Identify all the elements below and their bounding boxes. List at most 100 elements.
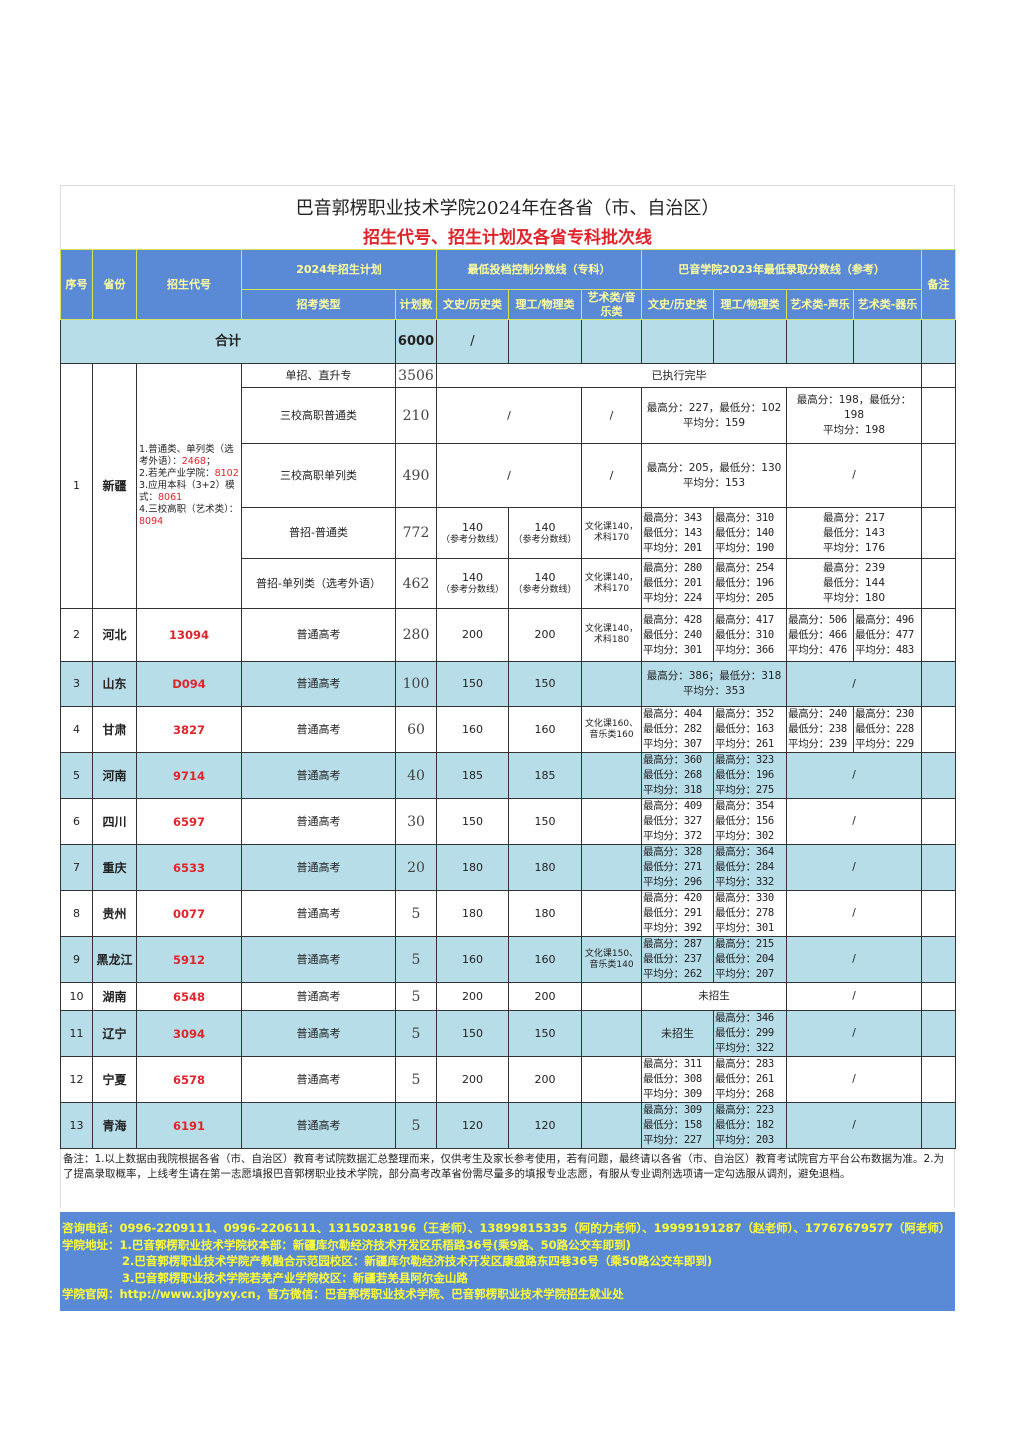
- notes: 备注：1.以上数据由我院根据各省（市、自治区）教育考试院数据汇总整理而来，仅供考…: [60, 1149, 955, 1208]
- min-score-art: [580, 890, 643, 937]
- remark-cell: [921, 558, 957, 609]
- header-remark: 备注: [921, 249, 957, 320]
- header-plan: 计划数: [395, 289, 437, 320]
- address-1: 学院地址：1.巴音郭楞职业技术学院校本部：新疆库尔勒经济技术开发区乐梧路36号(…: [62, 1237, 631, 1252]
- min-score-li: 180: [508, 844, 582, 891]
- min-score-art: [580, 798, 643, 845]
- enrollment-code: 8094: [139, 516, 164, 527]
- score-art: /: [786, 890, 923, 937]
- score-art: /: [786, 798, 923, 845]
- enrollment-code: 5912: [136, 936, 242, 983]
- min-score-wen: 150: [436, 661, 509, 707]
- header-s-sheng: 艺术类-声乐: [786, 289, 855, 320]
- code-list-item: 2.若羌产业学院：8102: [139, 468, 239, 480]
- score-art: 最高分：217 最低分：143 平均分：176: [786, 507, 923, 559]
- plan-count: 40: [395, 752, 437, 799]
- exam-type: 普通高考: [241, 1102, 396, 1149]
- min-score-note: （参考分数线）: [440, 585, 504, 595]
- table-row-province: 3 山东 D094 普通高考 100 150 150 最高分：386；最低分：318 平均分：…: [60, 661, 957, 707]
- score-wen: 未招生: [641, 1010, 715, 1057]
- min-score-art: 文化课140， 术科170: [580, 558, 643, 609]
- header-min-li: 理工/物理类: [508, 289, 582, 320]
- page-subtitle: 招生代号、招生计划及各省专科批次线: [363, 228, 652, 248]
- min-score-art: [580, 1056, 643, 1103]
- row-no: 3: [60, 661, 93, 707]
- remark-cell: [921, 936, 957, 983]
- total-label: 合计: [60, 319, 396, 364]
- row-no: 7: [60, 844, 93, 891]
- province-name: 河南: [92, 752, 137, 799]
- row-no: 1: [60, 363, 93, 609]
- code-list-item: 3.应用本科（3+2）模式：8061: [139, 480, 239, 504]
- table-row-province: 6 四川 6597 普通高考 30 150 150 最高分：409 最低分：327 平均分：3…: [60, 798, 957, 845]
- remark-cell: [921, 387, 957, 444]
- remark-cell: [921, 890, 957, 937]
- min-score-wen: 200: [436, 982, 509, 1011]
- remark-cell: [921, 1056, 957, 1103]
- plan-count: 5: [395, 1102, 437, 1149]
- score-li: 最高分：346 最低分：299 平均分：322: [713, 1010, 788, 1057]
- province-name: 重庆: [92, 844, 137, 891]
- exam-type: 普通高考: [241, 706, 396, 753]
- min-score-value: 140: [534, 520, 556, 534]
- min-score-art: [580, 982, 643, 1011]
- score-qi: 最高分：496 最低分：477 平均分：483: [853, 608, 923, 662]
- table-row-xinjiang: 普招-单列类（选考外语） 462 140 （参考分数线） 140 （参考分数线） 文化课14…: [61, 558, 957, 609]
- header-code: 招生代号: [136, 249, 242, 320]
- min-score-wen: 150: [436, 798, 509, 845]
- score-wen: 最高分：343 最低分：143 平均分：201: [641, 507, 715, 559]
- score-li: 最高分：354 最低分：156 平均分：302: [713, 798, 788, 845]
- min-score-li: 185: [508, 752, 582, 799]
- row-no: 8: [60, 890, 93, 937]
- enrollment-code: 6191: [136, 1102, 242, 1149]
- min-score-note: （参考分数线）: [513, 534, 577, 545]
- plan-count: 772: [395, 507, 437, 559]
- remark-cell: [921, 982, 957, 1011]
- plan-count: 5: [395, 1010, 437, 1057]
- min-score-min_li: 140 （参考分数线）: [508, 507, 582, 559]
- plan-count: 490: [395, 443, 437, 508]
- province-name: 贵州: [92, 890, 137, 937]
- score-art: 最高分：239 最低分：144 平均分：180: [786, 558, 923, 609]
- row-no: 5: [60, 752, 93, 799]
- plan-count: 5: [395, 1056, 437, 1103]
- score-art: /: [786, 443, 923, 508]
- table-row-province: 10 湖南 6548 普通高考 5 200 200 未招生 /: [60, 982, 957, 1011]
- score-art: /: [786, 661, 923, 707]
- province-name: 黑龙江: [92, 936, 137, 983]
- remark-cell: [921, 443, 957, 508]
- score-wen: 最高分：428 最低分：240 平均分：301: [641, 608, 715, 662]
- header-s-qi: 艺术类-器乐: [853, 289, 923, 320]
- min-score-min_li: 140 （参考分数线）: [508, 558, 582, 609]
- exam-type: 三校高职单列类: [241, 443, 396, 508]
- province-name: 湖南: [92, 982, 137, 1011]
- province-name: 河北: [92, 608, 137, 662]
- remark-cell: [921, 798, 957, 845]
- min-score-art: [580, 752, 643, 799]
- score-wenli: 未招生: [641, 982, 788, 1011]
- title-block: 巴音郭楞职业技术学院2024年在各省（市、自治区） 招生代号、招生计划及各省专科…: [60, 185, 955, 249]
- enrollment-code: 13094: [136, 608, 242, 662]
- contact-footer: 咨询电话：0996-2209111、0996-2206111、131502381…: [60, 1212, 955, 1311]
- score-wen: 最高分：287 最低分：237 平均分：262: [641, 936, 715, 983]
- website-wechat: 学院官网：http://www.xjbyxy.cn，官方微信：巴音郭楞职业技术学…: [62, 1287, 624, 1301]
- table-row-province: 11 辽宁 3094 普通高考 5 150 150 未招生 最高分：346 最低分：299 平均…: [60, 1010, 957, 1057]
- row-no: 12: [60, 1056, 93, 1103]
- min-score-art: /: [580, 387, 643, 444]
- min-score-wen: 160: [436, 936, 509, 983]
- score-art: /: [786, 1102, 923, 1149]
- min-score-wen: 160: [436, 706, 509, 753]
- min-score-li: 160: [508, 936, 582, 983]
- score-li: 最高分：417 最低分：310 平均分：366: [713, 608, 788, 662]
- score-li: 最高分：223 最低分：182 平均分：203: [713, 1102, 788, 1149]
- header-s-wen: 文史/历史类: [641, 289, 715, 320]
- empty-cell: [508, 319, 582, 364]
- exam-type: 普通高考: [241, 608, 396, 662]
- score-wen: 最高分：328 最低分：271 平均分：296: [641, 844, 715, 891]
- enrollment-code: 6533: [136, 844, 242, 891]
- min-score-art: /: [580, 443, 643, 508]
- plan-count: 60: [395, 706, 437, 753]
- exam-type: 普招-普通类: [241, 507, 396, 559]
- exam-type: 普通高考: [241, 1056, 396, 1103]
- score-sheng: 最高分：240 最低分：238 平均分：239: [786, 706, 855, 753]
